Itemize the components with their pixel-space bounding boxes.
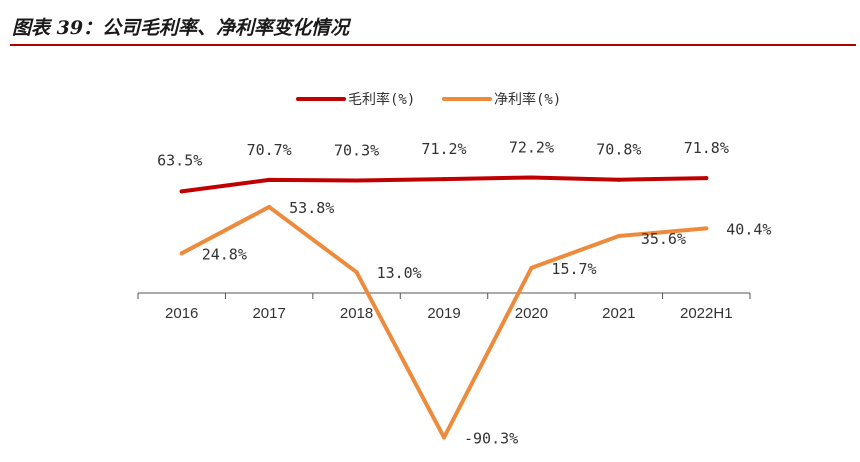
net-margin-data-label: 13.0% (377, 264, 422, 282)
gross-margin-point (616, 177, 621, 182)
net-margin-point (442, 435, 446, 440)
x-tick-label: 2017 (252, 305, 285, 322)
net-margin-point (529, 265, 534, 270)
net-margin-point (616, 234, 621, 239)
net-margin-data-label: 40.4% (726, 220, 771, 238)
net-margin-point (704, 226, 709, 231)
x-tick-label: 2020 (515, 305, 548, 322)
gross-margin-point (529, 175, 534, 180)
title-divider (10, 44, 856, 46)
net-margin-data-label: 24.8% (202, 245, 247, 263)
gross-margin-point (179, 189, 184, 194)
net-margin-data-label: -90.3% (464, 429, 518, 447)
gross-margin-point (354, 178, 359, 183)
x-tick-label: 2016 (165, 305, 198, 322)
net-margin-series-line (179, 204, 709, 440)
net-margin-data-label: 15.7% (551, 260, 596, 278)
x-tick-label: 2022H1 (680, 305, 733, 322)
figure-title-bar: 图表 39：公司毛利率、净利率变化情况 (0, 0, 860, 48)
net-margin-point (354, 270, 359, 275)
gross-margin-point (267, 177, 272, 182)
net-margin-data-label: 53.8% (289, 199, 334, 217)
net-margin-point (267, 204, 272, 209)
gross-margin-data-label: 71.8% (684, 139, 729, 157)
x-tick-label: 2018 (340, 305, 373, 322)
legend-net-label: 净利率(%) (494, 91, 561, 108)
net-margin-point (179, 251, 184, 256)
gross-margin-data-label: 63.5% (157, 151, 202, 169)
net-margin-data-label: 35.6% (641, 230, 686, 248)
gross-margin-point (442, 177, 446, 182)
x-tick-label: 2021 (602, 305, 635, 322)
gross-margin-data-label: 72.2% (509, 138, 554, 156)
gross-margin-point (704, 176, 709, 181)
gross-margin-data-label: 70.7% (247, 141, 292, 159)
gross-margin-data-label: 71.2% (421, 140, 466, 158)
x-tick-label: 2019 (427, 305, 460, 322)
gross-margin-data-label: 70.3% (334, 142, 379, 160)
legend-gross-label: 毛利率(%) (348, 91, 415, 108)
gross-margin-data-label: 70.8% (596, 141, 641, 159)
figure-title: 图表 39：公司毛利率、净利率变化情况 (12, 17, 350, 39)
